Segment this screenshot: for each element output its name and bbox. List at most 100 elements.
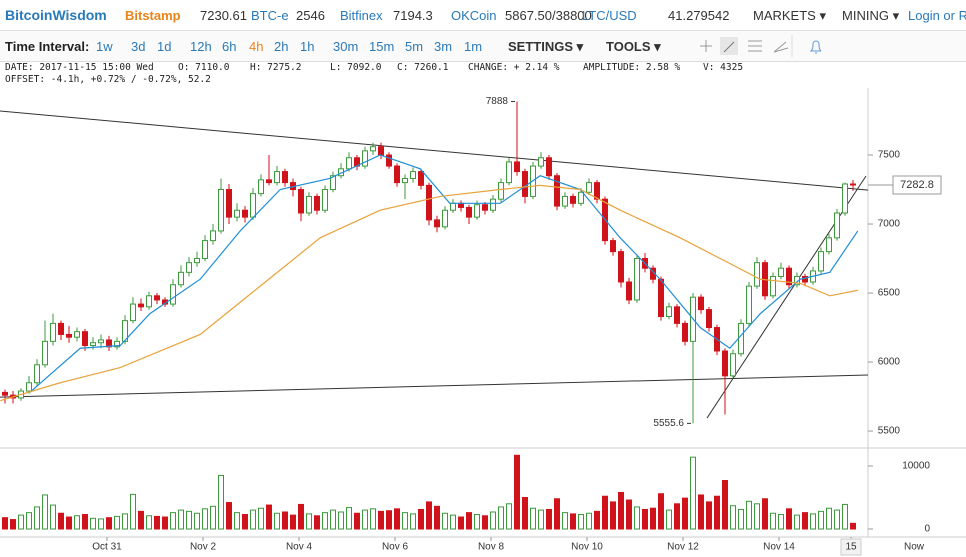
volume-bar: [450, 514, 456, 530]
y-tick-label: 7500: [878, 150, 901, 161]
candle-body: [50, 322, 56, 342]
candle-body: [290, 182, 296, 191]
volume-bar: [226, 502, 232, 530]
trend-line: [706, 175, 867, 419]
candle-body: [586, 182, 592, 193]
interval[interactable]: 4h: [249, 39, 264, 54]
settings-menu[interactable]: SETTINGS: [508, 39, 583, 55]
interval[interactable]: 1w: [96, 39, 113, 54]
volume-bar: [818, 510, 824, 530]
volume-bar: [258, 507, 264, 530]
candle-body: [786, 267, 792, 286]
last-price-label: 7282.8: [900, 179, 934, 191]
volume-bar: [850, 522, 856, 530]
candle-body: [722, 350, 728, 377]
candle-body: [74, 331, 80, 338]
volume-bar: [434, 505, 440, 530]
nav-bar: BitcoinWisdom Bitstamp 7230.61 BTC-e 254…: [0, 0, 966, 30]
candle-body: [346, 157, 352, 170]
exchange[interactable]: LTC/USD: [582, 8, 637, 23]
interval[interactable]: 1h: [300, 39, 315, 54]
logo[interactable]: BitcoinWisdom: [5, 7, 107, 23]
volume-bar: [730, 505, 736, 530]
interval[interactable]: 15m: [369, 39, 395, 54]
candle-body: [538, 157, 544, 167]
volume-bar: [74, 515, 80, 530]
interval[interactable]: 6h: [222, 39, 237, 54]
volume-bar: [154, 515, 160, 530]
exchange[interactable]: Bitfinex: [340, 8, 383, 23]
login[interactable]: Login or Re: [908, 8, 966, 23]
line-icon[interactable]: [723, 41, 735, 53]
candle-body: [90, 342, 96, 346]
tools-menu[interactable]: TOOLS: [606, 39, 661, 55]
candle-body: [314, 195, 320, 211]
fan-icon[interactable]: [773, 41, 789, 53]
interval[interactable]: 3m: [434, 39, 453, 54]
volume-bar: [530, 507, 536, 530]
price: 2546: [296, 8, 325, 23]
candle-body: [98, 339, 104, 344]
candle-body: [754, 262, 760, 287]
candle-body: [138, 303, 144, 308]
x-tick-label: Nov 10: [571, 542, 603, 553]
interval[interactable]: 3d: [131, 39, 146, 54]
interval[interactable]: 1d: [157, 39, 172, 54]
info: CHANGE: + 2.14 %: [468, 62, 560, 73]
exchange[interactable]: Bitstamp: [125, 8, 181, 23]
candle-body: [466, 206, 472, 218]
volume-bar: [466, 512, 472, 530]
volume-bar: [266, 504, 272, 530]
volume-bar: [106, 517, 112, 530]
volume-bar: [762, 498, 768, 530]
volume-bar: [194, 512, 200, 530]
exchange[interactable]: BTC-e: [251, 8, 289, 23]
volume-bar: [18, 514, 24, 530]
volume-bar: [754, 503, 760, 530]
fib-icon[interactable]: [748, 40, 762, 52]
exchange[interactable]: OKCoin: [451, 8, 497, 23]
volume-bar: [778, 514, 784, 530]
candle-body: [698, 296, 704, 311]
x-tick-box: [840, 538, 862, 556]
menu[interactable]: MINING: [842, 8, 899, 24]
x-tick-label: Nov 6: [382, 542, 409, 553]
interval[interactable]: 5m: [405, 39, 424, 54]
volume-bar: [34, 506, 40, 530]
volume-bar: [162, 516, 168, 530]
volume-bar: [570, 513, 576, 530]
interval[interactable]: 2h: [274, 39, 289, 54]
interval[interactable]: 1m: [464, 39, 483, 54]
candle-body: [562, 195, 568, 207]
candle-body: [834, 212, 840, 239]
candle-body: [410, 171, 416, 179]
candle-body: [818, 251, 824, 272]
candle-body: [546, 157, 552, 177]
y-tick-label: 6500: [878, 288, 901, 299]
volume-bar: [682, 497, 688, 530]
volume-bar: [658, 493, 664, 530]
volume-bar: [314, 515, 320, 530]
candle-body: [426, 184, 432, 221]
volume-bar: [490, 511, 496, 530]
interval[interactable]: 30m: [333, 39, 359, 54]
candle-body: [498, 182, 504, 200]
candle-body: [26, 382, 32, 392]
y-tick-label: 5500: [878, 426, 901, 437]
volume-bar: [650, 507, 656, 530]
candle-body: [570, 195, 576, 204]
candle-body: [202, 240, 208, 260]
crosshair-icon[interactable]: [700, 40, 712, 52]
x-tick-label: Nov 12: [667, 542, 699, 553]
volume-bar: [786, 508, 792, 530]
menu[interactable]: MARKETS: [753, 8, 826, 24]
interval[interactable]: 12h: [190, 39, 212, 54]
volume-bar: [402, 512, 408, 530]
candle-body: [610, 240, 616, 253]
candle-body: [714, 327, 720, 352]
alert-icon[interactable]: [809, 40, 822, 54]
volume-bar: [82, 514, 88, 530]
volume-bar: [562, 512, 568, 530]
volume-bar: [690, 456, 696, 530]
toolbar: Time Interval: 1w 3d 1d 12h 6h 4h 2h 1h 30m 15m 5m…: [0, 30, 966, 62]
